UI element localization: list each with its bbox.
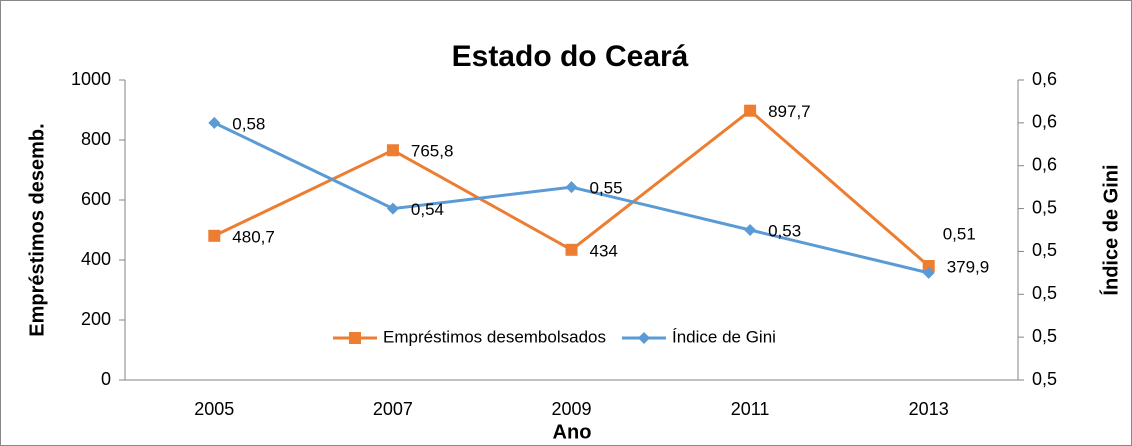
marker (744, 104, 757, 117)
marker (565, 243, 578, 256)
legend-label: Índice de Gini (672, 327, 776, 346)
x-tick-label: 2005 (194, 399, 234, 419)
y-tick-label: 600 (81, 189, 111, 209)
y-tick-label: 1000 (71, 69, 111, 89)
marker (386, 202, 399, 215)
y-tick-label: 200 (81, 309, 111, 329)
marker (922, 260, 935, 273)
y2-tick-label: 0,6 (1032, 112, 1057, 132)
marker (744, 224, 757, 236)
data-label: 0,55 (590, 179, 623, 198)
x-tick-label: 2011 (731, 399, 770, 419)
x-tick-label: 2013 (909, 399, 949, 419)
y2-tick-label: 0,6 (1032, 154, 1057, 174)
y2-tick-label: 0,5 (1032, 197, 1057, 217)
data-label: 480,7 (232, 227, 275, 246)
data-label: 897,7 (768, 102, 811, 121)
data-label: 0,54 (411, 200, 444, 219)
y-axis-title: Empréstimos desemb. (26, 123, 48, 336)
legend-marker (349, 332, 361, 344)
x-tick-label: 2009 (551, 399, 591, 419)
y-tick-label: 0 (101, 369, 111, 389)
y2-axis-title: Índice de Gini (1099, 164, 1122, 295)
y2-tick-label: 0,5 (1032, 240, 1057, 260)
y-tick-label: 800 (81, 129, 111, 149)
data-label: 379,9 (947, 258, 990, 277)
legend-marker (637, 332, 650, 344)
legend-label: Empréstimos desembolsados (383, 327, 606, 346)
chart-title: Estado do Ceará (452, 40, 689, 73)
x-tick-label: 2007 (373, 399, 413, 419)
y-tick-label: 400 (81, 249, 111, 269)
marker (922, 266, 935, 279)
marker (208, 116, 221, 129)
y2-tick-label: 0,5 (1032, 283, 1057, 303)
y2-tick-label: 0,5 (1032, 326, 1057, 346)
data-label: 0,53 (768, 221, 801, 240)
marker (386, 144, 399, 157)
x-axis-title: Ano (553, 421, 592, 443)
data-label: 434 (590, 241, 618, 260)
marker (565, 181, 578, 194)
y2-tick-label: 0,6 (1032, 69, 1057, 89)
data-label: 0,51 (943, 224, 976, 243)
data-label: 765,8 (411, 142, 454, 161)
marker (208, 229, 221, 242)
y2-tick-label: 0,5 (1032, 369, 1057, 389)
data-label: 0,58 (232, 114, 265, 133)
